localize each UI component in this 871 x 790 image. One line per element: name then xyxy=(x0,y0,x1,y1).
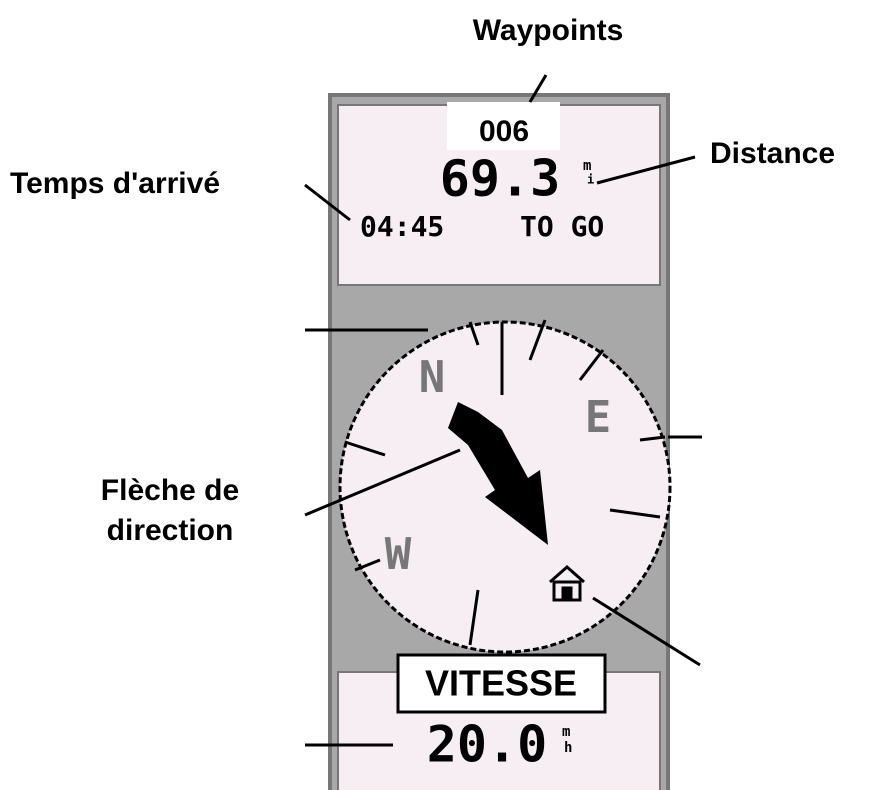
speed-label: VITESSE xyxy=(425,663,577,704)
compass-east: E xyxy=(585,392,612,443)
time-caption: TO GO xyxy=(520,210,604,243)
annotation: Flèche de xyxy=(101,474,239,507)
annotation: direction xyxy=(107,514,234,547)
waypoint-id: 006 xyxy=(479,115,529,148)
distance-value: 69.3 xyxy=(440,150,560,208)
annotation: Distance xyxy=(710,137,835,170)
page: 006 69.3 m i 04:45 TO GO N E W VITESSE 2… xyxy=(0,0,871,790)
annotation: Temps d'arrivé xyxy=(10,167,220,200)
annotation: Waypoints xyxy=(473,14,624,47)
compass-north: N xyxy=(419,352,446,403)
time-value: 04:45 xyxy=(360,210,444,243)
speed-unit: h xyxy=(564,740,572,756)
speed-value: 20.0 xyxy=(427,716,547,774)
compass-west: W xyxy=(385,529,412,580)
speed-unit: m xyxy=(562,724,570,740)
distance-unit: i xyxy=(587,173,594,187)
